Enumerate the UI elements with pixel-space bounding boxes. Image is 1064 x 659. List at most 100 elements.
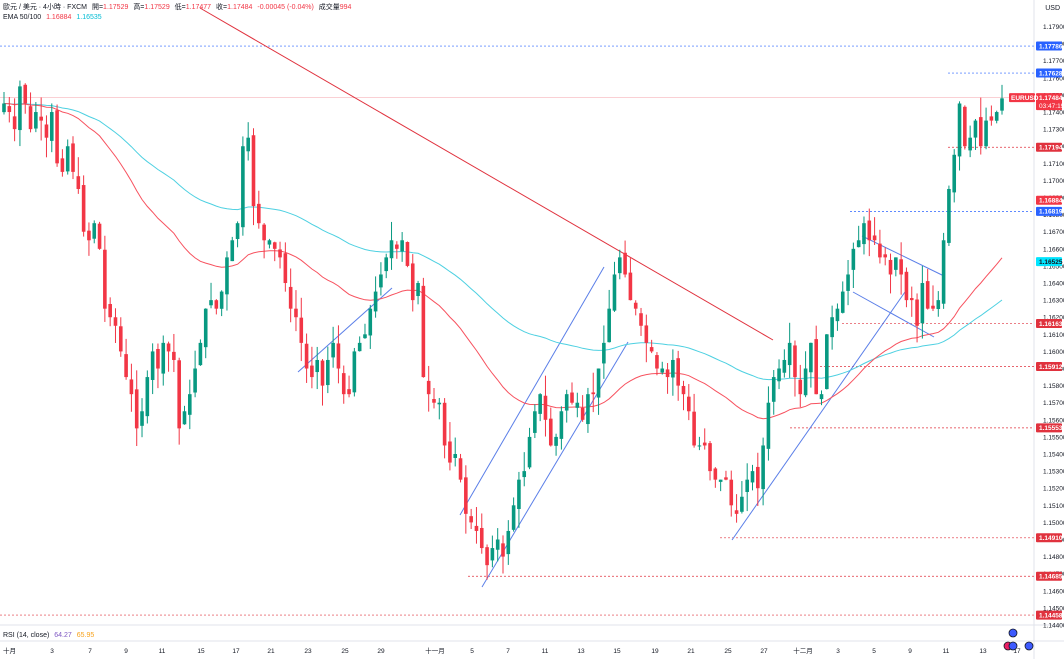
candle-body (469, 516, 473, 523)
candle-body (315, 359, 320, 373)
candle-body (257, 203, 261, 224)
volume-label: 成交量 (318, 4, 340, 11)
time-tick-label: 5 (872, 648, 876, 655)
candle-body (686, 396, 691, 412)
ema100-line[interactable] (3, 103, 1003, 381)
candle-body (12, 116, 17, 130)
candle-body (628, 272, 633, 301)
wedge-lower-line[interactable] (852, 291, 935, 338)
candle-body (299, 317, 304, 343)
rsi-label[interactable]: RSI (14, close) (3, 632, 50, 639)
uptrend-line-2[interactable] (731, 291, 906, 541)
trend-drawings (199, 7, 945, 588)
price-tag-label: 1.16884 (1039, 198, 1063, 205)
candle-body (533, 411, 537, 433)
price-tick-label: 1.16400 (1043, 281, 1064, 288)
time-tick-label: 11 (943, 648, 950, 655)
candle-body (262, 224, 266, 241)
candle-body (71, 143, 75, 172)
resistance-trendline[interactable] (199, 7, 774, 341)
event-icon-2[interactable] (1008, 641, 1018, 651)
candle-body (740, 496, 744, 512)
ema50-line[interactable] (3, 103, 1003, 420)
price-tick-label: 1.16700 (1043, 229, 1064, 236)
event-icon-top[interactable] (1008, 628, 1018, 638)
candle-body (538, 394, 542, 414)
price-levels (0, 45, 1034, 616)
candle-body (978, 117, 983, 147)
time-tick-label: 13 (577, 648, 585, 655)
candle-body (957, 103, 962, 157)
candle-body (363, 334, 367, 339)
candle-body (405, 242, 410, 266)
candle-body (81, 185, 86, 232)
price-tick-label: 1.15600 (1043, 417, 1064, 424)
candle-body (803, 368, 808, 396)
time-tick-label: 23 (304, 648, 312, 655)
time-tick-label: 17 (232, 648, 240, 655)
rsi-value-2: 65.95 (76, 632, 95, 639)
high-value: 1.17529 (144, 4, 170, 11)
price-tag-label: 1.14685 (1039, 574, 1063, 581)
candle-body (639, 313, 643, 326)
candle-body (326, 359, 330, 386)
candle-body (862, 223, 866, 245)
candle-body (761, 445, 765, 490)
candle-body (2, 103, 6, 113)
candle-body (697, 445, 702, 447)
time-tick-label: 21 (687, 648, 695, 655)
candle-body (1000, 98, 1004, 111)
price-tag (1036, 206, 1062, 216)
symbol-label[interactable]: 歐元 / 美元 · 4小時 · FXCM (3, 4, 87, 11)
candle-body (458, 458, 463, 480)
candle-body (559, 411, 564, 439)
ema-lines (3, 103, 1003, 420)
candle-body (596, 368, 601, 398)
candle-body (777, 368, 781, 382)
wedge-upper-line[interactable] (861, 235, 945, 277)
time-axis[interactable]: 十月 3 7 9 11 15 17 21 23 25 29 十一月 5 7 11 13 15 19 21 25 27 十二… (3, 646, 1021, 655)
candle-body (187, 394, 192, 415)
price-tick-label: 1.16000 (1043, 349, 1064, 356)
candle-body (166, 343, 171, 352)
candle-body (909, 298, 914, 301)
candle-body (357, 342, 362, 352)
candle-body (203, 308, 208, 348)
candle-body (527, 436, 532, 468)
ema100-value: 1.16535 (76, 14, 102, 21)
channel-lower-line[interactable] (481, 341, 629, 588)
price-tag (1036, 610, 1062, 620)
price-tick-label: 1.14600 (1043, 588, 1064, 595)
candle-body (331, 342, 335, 358)
time-tick-label: 3 (836, 648, 840, 655)
candle-body (241, 146, 245, 228)
candle-body (851, 248, 856, 270)
price-tag-label: 1.16525 (1039, 259, 1063, 266)
candle-body (426, 380, 431, 395)
event-icon-3[interactable] (1024, 641, 1034, 651)
candle-body (904, 271, 909, 301)
channel-upper-line[interactable] (459, 266, 605, 516)
price-axis[interactable]: 1.179001.178001.177001.176001.175001.174… (1009, 24, 1064, 630)
candle-body (941, 240, 946, 304)
change-value: -0.00045 (-0.04%) (257, 4, 314, 11)
candle-body (214, 300, 219, 309)
candle-body (410, 263, 415, 301)
candle-body (39, 116, 43, 121)
candle-body (219, 291, 224, 309)
close-value: 1.17484 (227, 4, 253, 11)
candle-body (766, 402, 771, 449)
candle-body (968, 137, 972, 151)
candle-body (793, 345, 797, 378)
candle-body (400, 240, 404, 252)
price-tag (1036, 41, 1062, 51)
candle-body (34, 112, 38, 129)
candle-body (644, 325, 649, 343)
candle-body (548, 418, 553, 446)
candle-body (665, 369, 670, 378)
high-label: 高= (133, 4, 145, 11)
ema-label[interactable]: EMA 50/100 (3, 14, 42, 21)
candle-body (294, 308, 298, 318)
